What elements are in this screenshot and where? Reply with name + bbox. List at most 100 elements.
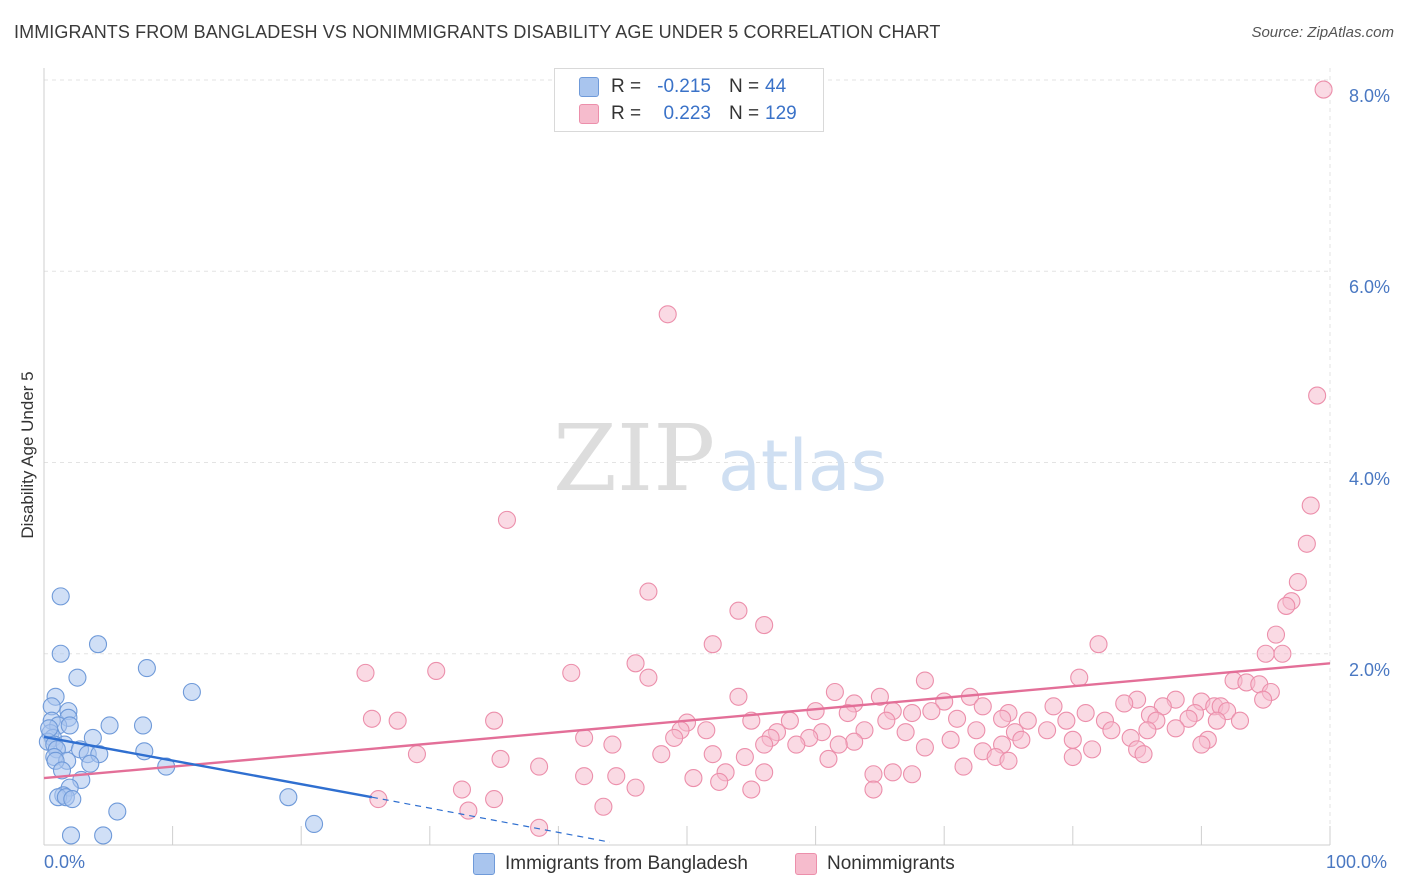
data-point-nonimmigrants	[665, 728, 684, 747]
data-point-nonimmigrants	[1277, 596, 1296, 615]
data-point-nonimmigrants	[829, 735, 848, 754]
legend-item-bangladesh[interactable]: Immigrants from Bangladesh	[473, 853, 748, 875]
data-point-nonimmigrants	[1102, 721, 1121, 740]
data-point-nonimmigrants	[825, 682, 844, 702]
legend-n-label: N =	[729, 103, 760, 124]
data-point-nonimmigrants	[626, 778, 645, 797]
legend-n-value: 129	[765, 103, 797, 124]
data-point-bangladesh	[51, 587, 70, 606]
data-point-nonimmigrants	[1256, 644, 1275, 663]
data-point-nonimmigrants	[1179, 709, 1198, 728]
bangladesh-points	[38, 587, 324, 845]
legend-swatch-blue	[473, 853, 495, 875]
legend-r-label: R =	[611, 76, 642, 97]
trend-line-bangladesh	[43, 735, 373, 799]
data-point-nonimmigrants	[864, 780, 883, 799]
data-point-nonimmigrants	[1018, 711, 1037, 730]
data-point-nonimmigrants	[729, 601, 748, 620]
data-point-nonimmigrants	[1070, 668, 1089, 687]
data-point-nonimmigrants	[607, 767, 626, 786]
data-point-nonimmigrants	[1273, 644, 1292, 663]
data-point-nonimmigrants	[855, 721, 874, 740]
data-point-nonimmigrants	[369, 790, 388, 809]
data-point-nonimmigrants	[915, 671, 934, 690]
data-point-nonimmigrants	[407, 745, 426, 764]
data-point-bangladesh	[94, 826, 113, 845]
data-point-nonimmigrants	[1063, 730, 1082, 749]
data-point-nonimmigrants	[626, 654, 645, 673]
data-point-bangladesh	[305, 814, 324, 834]
data-point-nonimmigrants	[896, 723, 915, 742]
data-point-nonimmigrants	[999, 751, 1018, 770]
data-point-nonimmigrants	[819, 749, 838, 768]
data-point-nonimmigrants	[1297, 534, 1316, 553]
legend-label-bangladesh: Immigrants from Bangladesh	[505, 853, 748, 874]
data-point-nonimmigrants	[491, 749, 510, 768]
data-point-nonimmigrants	[1083, 740, 1102, 759]
data-point-nonimmigrants	[902, 765, 922, 784]
data-point-bangladesh	[61, 826, 81, 845]
source-attribution: Source: ZipAtlas.com	[1251, 24, 1394, 41]
data-point-nonimmigrants	[639, 668, 658, 687]
data-point-bangladesh	[279, 788, 298, 807]
data-point-nonimmigrants	[755, 616, 774, 635]
data-point-nonimmigrants	[1166, 719, 1185, 738]
chart-title: IMMIGRANTS FROM BANGLADESH VS NONIMMIGRA…	[14, 22, 941, 42]
data-point-nonimmigrants	[1057, 711, 1076, 730]
data-point-nonimmigrants	[1254, 690, 1273, 709]
data-point-nonimmigrants	[1138, 721, 1157, 740]
data-point-nonimmigrants	[594, 797, 613, 816]
data-point-nonimmigrants	[973, 697, 992, 716]
legend-r-label: R =	[611, 103, 642, 124]
data-point-nonimmigrants	[735, 747, 754, 767]
y-axis-label: Disability Age Under 5	[18, 371, 37, 539]
data-point-nonimmigrants	[1314, 80, 1333, 99]
data-point-bangladesh	[81, 754, 100, 773]
data-point-nonimmigrants	[530, 818, 549, 837]
legend-item-nonimmigrants[interactable]: Nonimmigrants	[795, 853, 955, 875]
data-point-bangladesh	[88, 635, 108, 654]
data-point-nonimmigrants	[1063, 747, 1082, 767]
data-point-bangladesh	[68, 668, 87, 687]
data-point-nonimmigrants	[755, 735, 774, 754]
data-point-nonimmigrants	[562, 663, 581, 682]
data-point-nonimmigrants	[845, 732, 864, 751]
data-point-nonimmigrants	[1288, 572, 1307, 592]
data-point-nonimmigrants	[485, 790, 504, 809]
data-point-nonimmigrants	[941, 730, 960, 749]
y-tick-label: 8.0%	[1349, 86, 1391, 106]
y-tick-label: 2.0%	[1349, 659, 1391, 680]
data-point-nonimmigrants	[652, 745, 671, 764]
data-point-bangladesh	[100, 716, 119, 735]
data-point-nonimmigrants	[356, 663, 375, 682]
data-point-bangladesh	[137, 659, 156, 678]
data-point-nonimmigrants	[575, 728, 594, 747]
data-point-nonimmigrants	[1076, 703, 1095, 723]
data-point-bangladesh	[182, 682, 201, 702]
data-point-nonimmigrants	[902, 703, 922, 723]
data-point-nonimmigrants	[703, 635, 722, 654]
data-point-bangladesh	[51, 644, 70, 663]
data-point-nonimmigrants	[497, 510, 517, 529]
legend-swatch-pink	[579, 104, 599, 124]
watermark-atlas: atlas	[718, 425, 887, 507]
data-point-nonimmigrants	[697, 721, 716, 740]
data-point-nonimmigrants	[388, 711, 407, 730]
data-point-nonimmigrants	[1038, 721, 1057, 740]
data-point-nonimmigrants	[1044, 697, 1063, 716]
data-point-nonimmigrants	[806, 702, 825, 721]
legend-row-bangladesh: R = -0.215 N = 44	[579, 75, 805, 99]
data-point-nonimmigrants	[1115, 694, 1134, 713]
data-point-nonimmigrants	[993, 709, 1012, 728]
data-point-nonimmigrants	[948, 709, 967, 728]
data-point-nonimmigrants	[427, 661, 446, 681]
data-point-bangladesh	[40, 719, 59, 738]
data-point-nonimmigrants	[639, 582, 658, 601]
data-point-nonimmigrants	[915, 738, 934, 757]
data-point-nonimmigrants	[838, 703, 857, 723]
data-point-bangladesh	[133, 716, 153, 735]
y-tick-label: 6.0%	[1349, 277, 1391, 298]
data-point-bangladesh	[52, 761, 72, 780]
data-point-nonimmigrants	[729, 687, 748, 706]
y-tick-label: 4.0%	[1349, 468, 1391, 489]
